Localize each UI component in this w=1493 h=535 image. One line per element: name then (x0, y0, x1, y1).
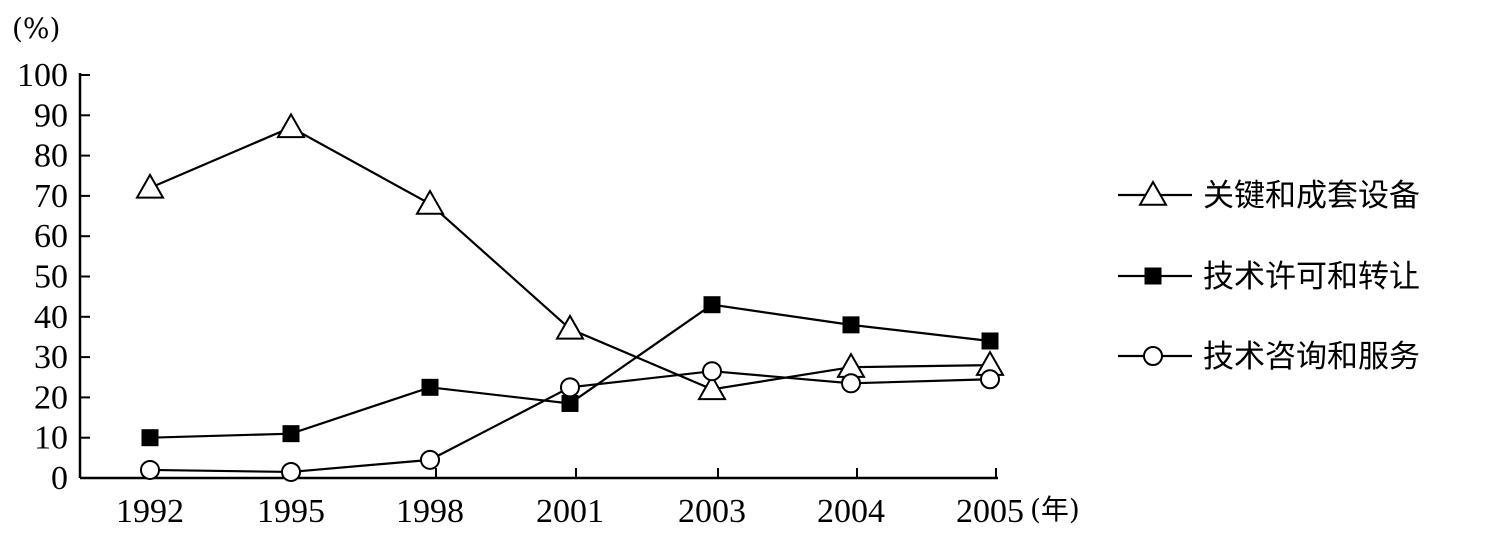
data-point (702, 361, 722, 382)
legend-marker (1138, 179, 1168, 206)
x-tick-label: 1998 (396, 493, 464, 530)
data-point (276, 112, 306, 139)
x-tick-label: 1995 (257, 493, 325, 530)
legend-item-licensing: 技术许可和转让 (1118, 259, 1420, 295)
y-tick-label: 90 (34, 97, 68, 134)
data-point (281, 461, 301, 482)
data-point (697, 374, 727, 401)
data-point (421, 378, 439, 396)
data-point (561, 394, 579, 412)
data-point (282, 425, 300, 443)
y-tick-label: 20 (34, 379, 68, 416)
x-axis-unit-label: (年) (1030, 493, 1080, 526)
legend-item-consulting: 技术咨询和服务 (1118, 339, 1420, 375)
y-tick-label: 0 (51, 460, 68, 497)
data-point (135, 172, 165, 199)
data-point (841, 373, 861, 394)
data-point (560, 377, 580, 398)
data-point (140, 459, 160, 480)
data-point (980, 369, 1000, 390)
y-tick-label: 80 (34, 138, 68, 175)
data-point (420, 449, 440, 470)
y-tick-label: 60 (34, 218, 68, 255)
data-point (415, 188, 445, 215)
x-tick-label: 2003 (678, 493, 746, 530)
legend-label: 关键和成套设备 (1203, 178, 1420, 214)
legend-label: 技术许可和转让 (1203, 259, 1420, 295)
y-axis-unit-label: (%) (12, 12, 60, 45)
data-point (141, 429, 159, 447)
series-consulting (140, 361, 1000, 482)
series-equipment (135, 112, 1005, 401)
y-tick-label: 50 (34, 259, 68, 296)
y-tick-label: 30 (34, 339, 68, 376)
y-tick-label: 40 (34, 299, 68, 336)
y-tick-label: 100 (17, 57, 68, 94)
data-point (842, 316, 860, 334)
legend-marker (1144, 267, 1162, 285)
legend-marker (1143, 346, 1163, 366)
x-axis-ticks: 1992 1995 1998 2001 2003 2004 2005 (116, 468, 1024, 530)
series-licensing (141, 296, 999, 447)
data-point (703, 296, 721, 314)
x-tick-label: 2005 (956, 493, 1024, 530)
series-layer (135, 112, 1005, 482)
legend-label: 技术咨询和服务 (1203, 339, 1420, 375)
legend-item-equipment: 关键和成套设备 (1118, 178, 1420, 214)
y-tick-label: 70 (34, 178, 68, 215)
x-tick-label: 2004 (817, 493, 885, 530)
data-point (555, 313, 585, 340)
x-tick-label: 1992 (116, 493, 184, 530)
data-point (981, 332, 999, 350)
x-tick-label: 2001 (536, 493, 604, 530)
y-tick-label: 10 (34, 420, 68, 457)
series-line (149, 126, 991, 391)
